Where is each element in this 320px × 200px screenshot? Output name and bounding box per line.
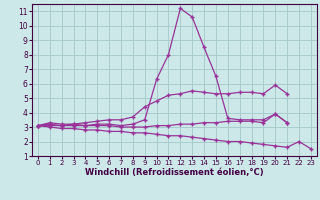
X-axis label: Windchill (Refroidissement éolien,°C): Windchill (Refroidissement éolien,°C)	[85, 168, 264, 177]
